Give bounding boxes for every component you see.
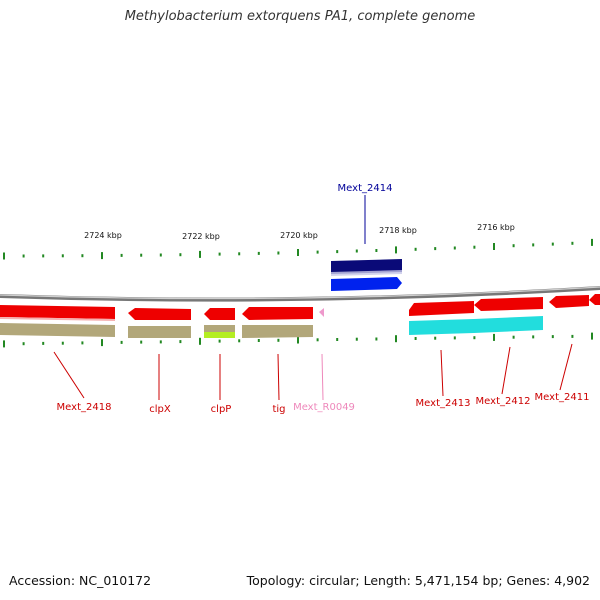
reverse-scale-ticks [3, 332, 593, 348]
gene-arrow-clpp [204, 308, 235, 320]
gene-mext-2413[interactable] [409, 301, 474, 335]
gene-arrow-next [589, 294, 600, 305]
label-tig[interactable]: tig [272, 404, 285, 415]
cds-bar-tig [242, 325, 313, 338]
cds-bar-mext-2412 [474, 316, 543, 333]
trna-arrow-mext-r0049 [319, 308, 324, 317]
gene-arrow-mext-2418 [0, 305, 115, 319]
label-mext-2413[interactable]: Mext_2413 [416, 398, 471, 409]
map-title: Methylobacterium extorquens PA1, complet… [124, 9, 476, 24]
label-mext-2414[interactable]: Mext_2414 [338, 183, 393, 194]
genome-backbone [0, 286, 600, 302]
leader-tig [277, 353, 280, 401]
gene-arrow-shadow [0, 317, 115, 321]
gene-arrow-mext-2411 [549, 295, 589, 308]
gene-mext-2411[interactable] [549, 294, 600, 308]
gene-arrow-mext-2413 [409, 301, 474, 316]
accession-text: Accession: NC_010172 [9, 573, 152, 588]
leader-mext-2418 [53, 351, 85, 399]
genome-backbone-highlight [0, 286, 600, 300]
scale-label-2724: 2724 kbp [84, 231, 122, 240]
cds-arrow-mext-2414 [331, 259, 402, 274]
label-mext-2412[interactable]: Mext_2412 [476, 396, 531, 407]
cds-bar-mext-2413 [409, 319, 474, 335]
leader-mext-r0049 [321, 353, 324, 401]
cds-bar-mext-2418 [0, 323, 115, 337]
gene-arrow-mext-2414 [331, 277, 402, 291]
cds-bar-clpx [128, 326, 191, 338]
forward-scale-ticks [3, 238, 593, 260]
leader-mext-2412 [501, 346, 511, 395]
cds-bar-clpp-upper [204, 325, 235, 332]
gene-tig[interactable] [242, 307, 313, 338]
label-mext-r0049[interactable]: Mext_R0049 [293, 402, 355, 413]
scale-label-2716: 2716 kbp [477, 223, 515, 232]
label-clpp[interactable]: clpP [211, 404, 232, 415]
gene-clpp[interactable] [204, 308, 235, 338]
cds-bar-clpp-lower [204, 332, 235, 338]
gene-clpx[interactable] [128, 308, 191, 338]
cds-arrow-shadow-mext-2414 [331, 270, 402, 276]
gene-mext-2414[interactable] [331, 259, 402, 291]
scale-label-2718: 2718 kbp [379, 226, 417, 235]
leader-mext-2411 [559, 343, 573, 391]
label-clpx[interactable]: clpX [149, 404, 171, 415]
gene-mext-2418[interactable] [0, 305, 115, 337]
scale-label-2722: 2722 kbp [182, 232, 220, 241]
leader-mext-2413 [440, 349, 444, 397]
gene-arrow-tig [242, 307, 313, 320]
topology-text: Topology: circular; Length: 5,471,154 bp… [246, 573, 590, 588]
scale-label-2720: 2720 kbp [280, 231, 318, 240]
gene-arrow-clpx [128, 308, 191, 320]
gene-mext-r0049[interactable] [319, 308, 324, 317]
gene-arrow-mext-2412 [474, 297, 543, 311]
label-mext-2411[interactable]: Mext_2411 [535, 392, 590, 403]
gene-mext-2412[interactable] [474, 297, 543, 333]
label-mext-2418[interactable]: Mext_2418 [57, 402, 112, 413]
